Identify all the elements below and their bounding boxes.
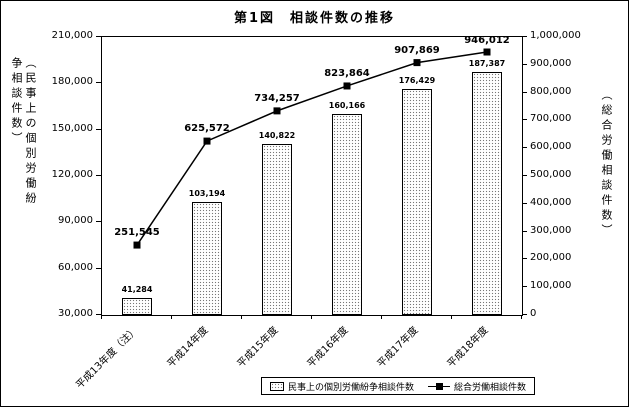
right-axis-tick: [522, 202, 527, 204]
right-axis-tick-label: 500,000: [530, 169, 572, 180]
right-axis-tick-label: 600,000: [530, 141, 572, 153]
bar: [332, 113, 362, 315]
line-value-label: 625,572: [184, 123, 230, 135]
left-axis-tick-label: 60,000: [58, 261, 93, 273]
left-axis-title: （民事上の個別労働紛争相談件数）: [10, 57, 37, 207]
x-axis-tick: [171, 315, 172, 319]
left-axis-tick: [96, 82, 101, 84]
bar-value-label: 103,194: [188, 188, 226, 198]
bar-value-label: 176,429: [398, 75, 436, 85]
right-axis-tick: [522, 175, 527, 176]
legend-line-label: 総合労働相談件数: [454, 382, 527, 393]
line-marker: [483, 48, 491, 56]
line-marker: [343, 82, 351, 90]
line-value-label: 734,257: [254, 92, 300, 104]
left-axis-tick: [96, 175, 101, 176]
bar: [192, 201, 222, 315]
x-axis-tick: [451, 315, 452, 319]
line-marker: [133, 241, 141, 249]
right-axis-title: （総合労働相談件数）: [600, 89, 613, 239]
x-axis-tick: [381, 315, 382, 319]
right-axis-tick: [522, 147, 527, 149]
left-axis-tick-label: 150,000: [51, 122, 93, 134]
right-axis-tick: [522, 286, 527, 288]
legend-item-bar: 民事上の個別労働紛争相談件数: [270, 380, 414, 393]
bar: [402, 88, 432, 315]
right-axis-tick-label: 0: [530, 308, 537, 319]
left-axis-tick: [96, 221, 101, 223]
right-axis-tick-label: 400,000: [530, 196, 572, 208]
bar: [262, 143, 292, 315]
legend: 民事上の個別労働紛争相談件数 総合労働相談件数: [261, 377, 536, 395]
left-axis-tick: [96, 267, 101, 269]
right-axis-tick: [522, 63, 527, 65]
bar-swatch-icon: [270, 381, 284, 391]
line-marker: [413, 59, 421, 67]
line-value-label: 946,012: [464, 35, 510, 46]
right-axis-tick-label: 700,000: [530, 113, 572, 125]
bar: [472, 71, 502, 315]
left-axis-tick-label: 180,000: [51, 76, 93, 88]
bar: [122, 297, 152, 315]
right-axis-tick: [522, 91, 527, 93]
right-axis-tick-label: 300,000: [530, 224, 572, 236]
plot-area: 41,284 103,194 140,822 160,166 176,429 187,38…: [101, 35, 523, 316]
right-axis-tick: [522, 230, 527, 232]
left-axis-tick-label: 120,000: [51, 169, 93, 180]
left-axis-tick-label: 210,000: [51, 30, 93, 41]
right-axis-tick-label: 1,000,000: [530, 30, 581, 41]
legend-item-line: 総合労働相談件数: [428, 380, 526, 393]
bar-value-label: 160,166: [328, 100, 366, 110]
line-marker: [273, 107, 281, 115]
x-axis-tick: [311, 315, 312, 319]
bar-value-label: 41,284: [121, 284, 153, 294]
legend-bar-label: 民事上の個別労働紛争相談件数: [288, 382, 415, 393]
right-axis-tick-label: 100,000: [530, 280, 572, 292]
line-marker-icon: [428, 382, 451, 391]
left-axis-tick: [96, 128, 101, 130]
x-axis-tick: [241, 315, 242, 319]
left-axis-tick: [96, 36, 101, 37]
left-axis-tick-label: 90,000: [58, 215, 93, 227]
right-axis-tick: [522, 314, 527, 315]
line-value-label: 907,869: [394, 44, 440, 56]
right-axis-tick-label: 200,000: [530, 252, 572, 264]
x-axis-tick: [521, 315, 522, 319]
chart-title: 第1図 相談件数の推移: [233, 11, 396, 26]
right-axis-tick: [522, 258, 527, 260]
bar-value-label: 140,822: [258, 130, 296, 140]
right-axis-tick: [522, 119, 527, 121]
right-axis-tick-label: 900,000: [530, 57, 572, 69]
line-marker: [203, 137, 211, 145]
line-value-label: 251,545: [114, 227, 160, 239]
line-value-label: 823,864: [324, 67, 370, 79]
left-axis-tick-label: 30,000: [58, 308, 93, 319]
right-axis-tick-label: 800,000: [530, 85, 572, 97]
right-axis-tick: [522, 36, 527, 37]
bar-value-label: 187,387: [468, 58, 506, 68]
x-axis-tick: [101, 315, 102, 319]
left-axis-tick: [96, 314, 101, 315]
